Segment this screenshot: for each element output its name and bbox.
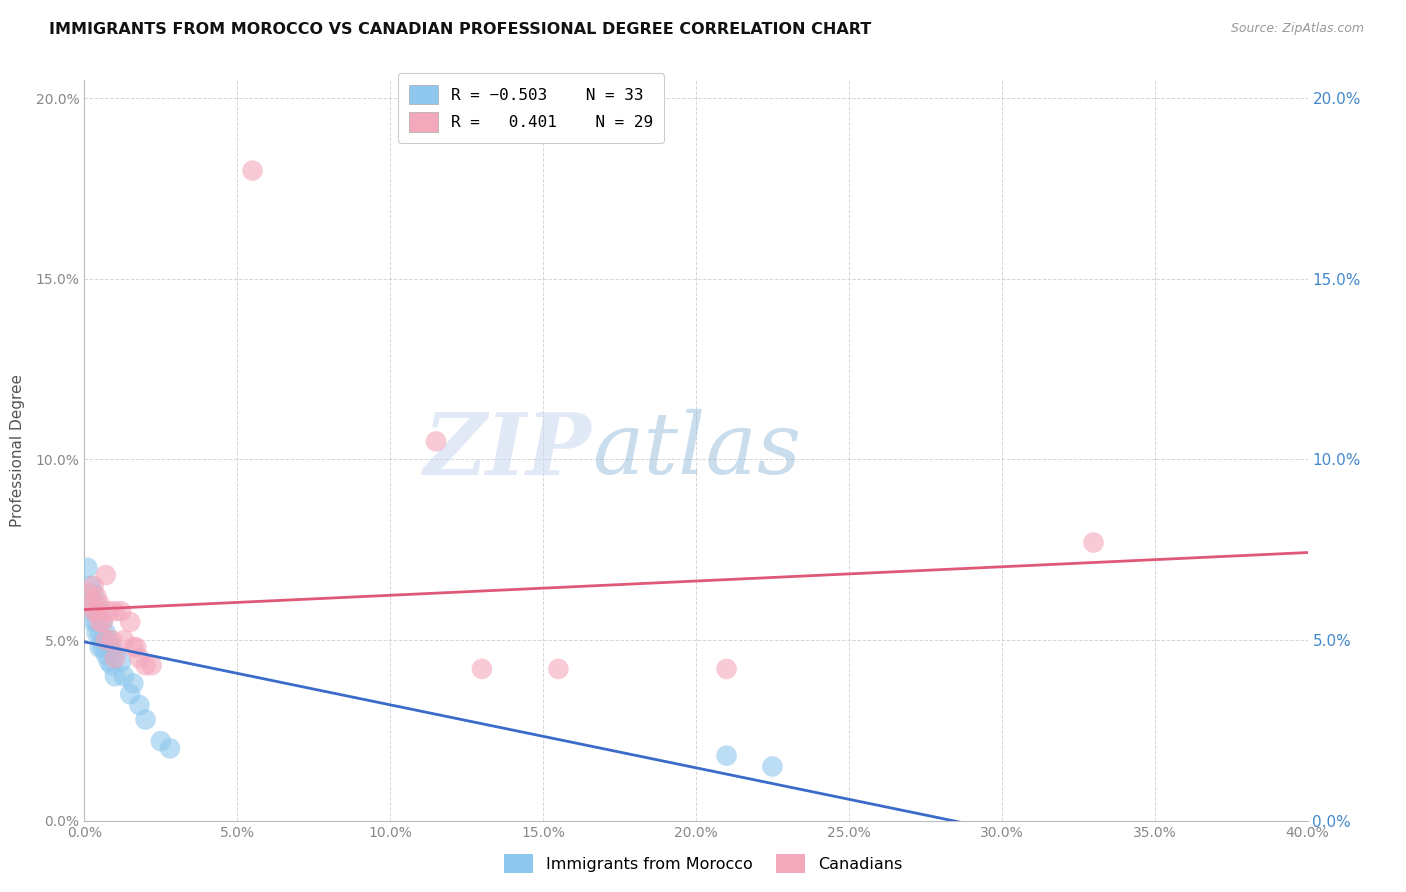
Point xyxy=(91,615,114,629)
Point xyxy=(122,676,145,690)
Text: IMMIGRANTS FROM MOROCCO VS CANADIAN PROFESSIONAL DEGREE CORRELATION CHART: IMMIGRANTS FROM MOROCCO VS CANADIAN PROF… xyxy=(49,22,872,37)
Point xyxy=(89,615,111,629)
Point xyxy=(91,633,114,648)
Point xyxy=(716,748,738,763)
Point xyxy=(97,633,120,648)
Point xyxy=(83,615,105,629)
Text: Source: ZipAtlas.com: Source: ZipAtlas.com xyxy=(1230,22,1364,36)
Point xyxy=(101,633,124,648)
Legend: Immigrants from Morocco, Canadians: Immigrants from Morocco, Canadians xyxy=(498,847,908,880)
Point xyxy=(91,640,114,655)
Point xyxy=(471,662,494,676)
Point xyxy=(128,651,150,665)
Point xyxy=(104,669,127,683)
Point xyxy=(122,640,145,655)
Point xyxy=(761,759,783,773)
Point xyxy=(104,604,127,618)
Point xyxy=(86,604,108,618)
Point xyxy=(120,687,142,701)
Point xyxy=(101,658,124,673)
Point xyxy=(1083,535,1105,549)
Point xyxy=(89,604,111,618)
Point xyxy=(104,651,127,665)
Point xyxy=(716,662,738,676)
Point xyxy=(242,163,264,178)
Point xyxy=(94,568,117,582)
Point xyxy=(91,615,114,629)
Point xyxy=(110,604,132,618)
Point xyxy=(94,625,117,640)
Point xyxy=(86,597,108,611)
Text: atlas: atlas xyxy=(592,409,801,491)
Text: ZIP: ZIP xyxy=(425,409,592,492)
Point xyxy=(86,625,108,640)
Point xyxy=(97,655,120,669)
Point xyxy=(135,713,157,727)
Point xyxy=(159,741,181,756)
Point xyxy=(97,604,120,618)
Point xyxy=(79,597,101,611)
Point xyxy=(79,579,101,593)
Point xyxy=(94,633,117,648)
Legend: R = −0.503    N = 33, R =   0.401    N = 29: R = −0.503 N = 33, R = 0.401 N = 29 xyxy=(398,73,664,143)
Y-axis label: Professional Degree: Professional Degree xyxy=(10,374,24,527)
Point xyxy=(83,604,105,618)
Point xyxy=(89,625,111,640)
Point xyxy=(79,597,101,611)
Point xyxy=(547,662,569,676)
Point xyxy=(128,698,150,712)
Point xyxy=(149,734,172,748)
Point xyxy=(86,590,108,604)
Point xyxy=(86,615,108,629)
Point xyxy=(83,604,105,618)
Point xyxy=(135,658,157,673)
Point xyxy=(76,561,98,575)
Point xyxy=(125,640,148,655)
Point xyxy=(83,579,105,593)
Point xyxy=(101,640,124,655)
Point xyxy=(89,640,111,655)
Point xyxy=(112,633,135,648)
Point xyxy=(120,615,142,629)
Point xyxy=(89,597,111,611)
Point xyxy=(104,648,127,662)
Point xyxy=(83,586,105,600)
Point xyxy=(112,669,135,683)
Point xyxy=(425,434,447,449)
Point xyxy=(110,655,132,669)
Point xyxy=(76,586,98,600)
Point xyxy=(94,648,117,662)
Point xyxy=(141,658,163,673)
